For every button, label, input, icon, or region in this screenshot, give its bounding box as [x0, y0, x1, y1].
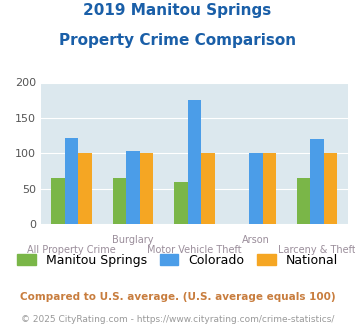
- Bar: [126, 151, 140, 224]
- Bar: [263, 153, 276, 224]
- Legend: Manitou Springs, Colorado, National: Manitou Springs, Colorado, National: [17, 254, 338, 267]
- Text: Motor Vehicle Theft: Motor Vehicle Theft: [147, 245, 242, 255]
- Text: 2019 Manitou Springs: 2019 Manitou Springs: [83, 3, 272, 18]
- Bar: [249, 153, 263, 224]
- Text: Burglary: Burglary: [112, 235, 154, 245]
- Bar: [297, 178, 310, 224]
- Text: Compared to U.S. average. (U.S. average equals 100): Compared to U.S. average. (U.S. average …: [20, 292, 335, 302]
- Text: Larceny & Theft: Larceny & Theft: [278, 245, 355, 255]
- Text: © 2025 CityRating.com - https://www.cityrating.com/crime-statistics/: © 2025 CityRating.com - https://www.city…: [21, 315, 334, 324]
- Text: Arson: Arson: [242, 235, 270, 245]
- Bar: [187, 100, 201, 224]
- Bar: [310, 139, 324, 224]
- Bar: [140, 153, 153, 224]
- Bar: [78, 153, 92, 224]
- Bar: [113, 178, 126, 224]
- Text: Property Crime Comparison: Property Crime Comparison: [59, 33, 296, 48]
- Bar: [174, 182, 187, 224]
- Text: All Property Crime: All Property Crime: [27, 245, 116, 255]
- Bar: [324, 153, 338, 224]
- Bar: [201, 153, 215, 224]
- Bar: [51, 178, 65, 224]
- Bar: [65, 138, 78, 224]
